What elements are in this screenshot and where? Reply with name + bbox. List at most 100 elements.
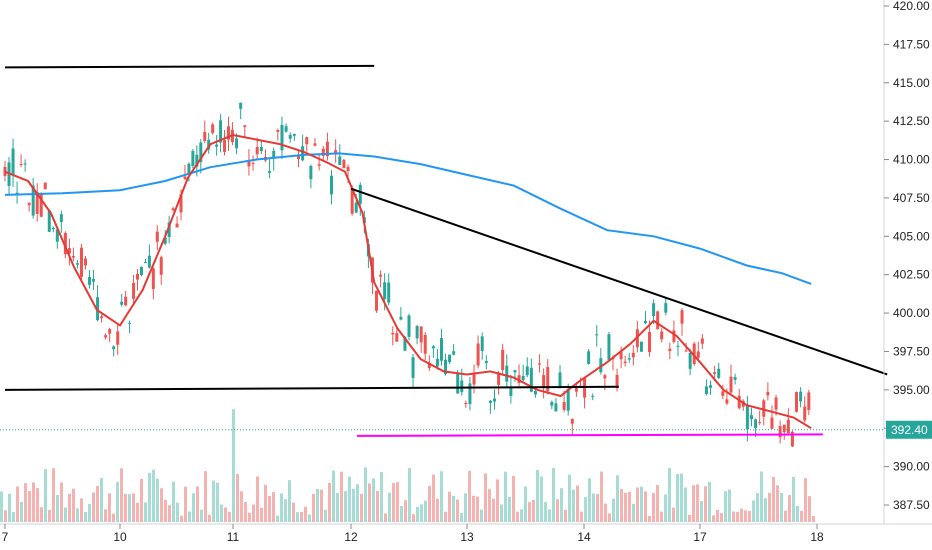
volume-bar xyxy=(656,485,659,522)
volume-bar xyxy=(28,491,31,522)
y-tick-label: 387.50 xyxy=(893,498,930,512)
volume-bar xyxy=(372,478,375,522)
volume-bar xyxy=(776,485,779,522)
y-tick-label: 420.00 xyxy=(893,0,930,13)
x-tick-label: 10 xyxy=(113,530,127,544)
candle-body xyxy=(725,399,729,404)
volume-bar xyxy=(256,476,259,522)
candle-body xyxy=(790,431,794,447)
volume-bar xyxy=(396,482,399,522)
candle-body xyxy=(778,426,782,438)
volume-bar xyxy=(344,491,347,522)
volume-bar xyxy=(284,499,287,522)
volume-bar xyxy=(332,470,335,522)
volume-bar xyxy=(544,502,547,522)
candle-body xyxy=(84,258,87,266)
volume-bar xyxy=(764,498,767,522)
candle-body xyxy=(542,375,546,387)
candle-body xyxy=(195,154,199,167)
candle-body xyxy=(456,373,460,394)
volume-bar xyxy=(724,491,727,522)
candle-body xyxy=(219,120,223,143)
volume-bar xyxy=(560,488,563,522)
candle-body xyxy=(643,320,647,324)
candle-body xyxy=(59,214,63,223)
candle-body xyxy=(599,358,603,373)
candle-body xyxy=(570,418,574,424)
volume-bar xyxy=(588,478,591,522)
volume-bar xyxy=(20,501,23,522)
volume-bars xyxy=(0,409,815,522)
volume-bar xyxy=(148,473,151,522)
volume-bar xyxy=(680,473,683,522)
volume-bar xyxy=(708,481,711,522)
volume-bar xyxy=(688,515,691,522)
volume-bar xyxy=(496,479,499,522)
volume-bar xyxy=(252,504,255,522)
volume-bar xyxy=(716,509,719,522)
volume-bar xyxy=(152,469,155,522)
volume-bar xyxy=(244,502,247,522)
candle-body xyxy=(325,141,329,157)
candle-body xyxy=(688,352,692,369)
volume-bar xyxy=(436,498,439,522)
volume-bar xyxy=(76,508,79,522)
volume-bar xyxy=(696,484,699,522)
volume-bar xyxy=(592,493,595,522)
volume-bar xyxy=(652,493,655,522)
volume-bar xyxy=(704,486,707,522)
candle-body xyxy=(375,290,379,311)
volume-bar xyxy=(44,469,47,522)
volume-bar xyxy=(744,510,747,522)
volume-bar xyxy=(500,504,503,522)
candle-body xyxy=(464,402,468,405)
y-tick-label: 415.00 xyxy=(893,76,930,90)
candle-body xyxy=(460,380,464,393)
volume-bar xyxy=(272,492,275,522)
candle-body xyxy=(656,311,660,329)
time-axis[interactable]: 7 10 11 12 13 14 17 18 xyxy=(2,524,824,544)
candle-body xyxy=(419,326,423,343)
candle-body xyxy=(124,296,128,306)
candle-body xyxy=(280,124,284,151)
volume-bar xyxy=(520,509,523,522)
candle-body xyxy=(448,354,452,363)
candle-body xyxy=(120,301,124,305)
candle-body xyxy=(313,143,317,146)
volume-bar xyxy=(556,499,559,522)
volume-bar xyxy=(68,493,71,522)
candle-body xyxy=(67,248,71,254)
candle-body xyxy=(684,350,688,352)
candle-body xyxy=(807,392,811,410)
candle-body xyxy=(31,185,35,216)
volume-bar xyxy=(732,511,735,522)
candle-body xyxy=(696,351,700,358)
candle-body xyxy=(71,255,75,258)
volume-bar xyxy=(676,473,679,522)
volume-bar xyxy=(752,500,755,522)
volume-bar xyxy=(740,508,743,522)
candle-body xyxy=(11,148,15,176)
volume-bar xyxy=(808,496,811,522)
candle-body xyxy=(546,367,550,392)
candle-body xyxy=(159,257,163,275)
volume-bar xyxy=(672,507,675,522)
candle-body xyxy=(132,282,136,299)
candle-body xyxy=(187,163,191,175)
volume-bar xyxy=(352,488,355,522)
candle-body xyxy=(108,329,112,334)
candle-body xyxy=(235,138,239,149)
candle-body xyxy=(439,338,443,361)
candle-body xyxy=(770,417,774,429)
candle-body xyxy=(171,208,175,211)
volume-bar xyxy=(236,473,239,522)
candle-body xyxy=(128,322,132,324)
candle-body xyxy=(163,237,167,244)
x-tick-label: 18 xyxy=(810,530,824,544)
volume-bar xyxy=(760,471,763,522)
volume-bar xyxy=(124,494,127,522)
volume-bar xyxy=(128,494,131,522)
volume-bar xyxy=(692,485,695,522)
volume-bar xyxy=(240,491,243,522)
